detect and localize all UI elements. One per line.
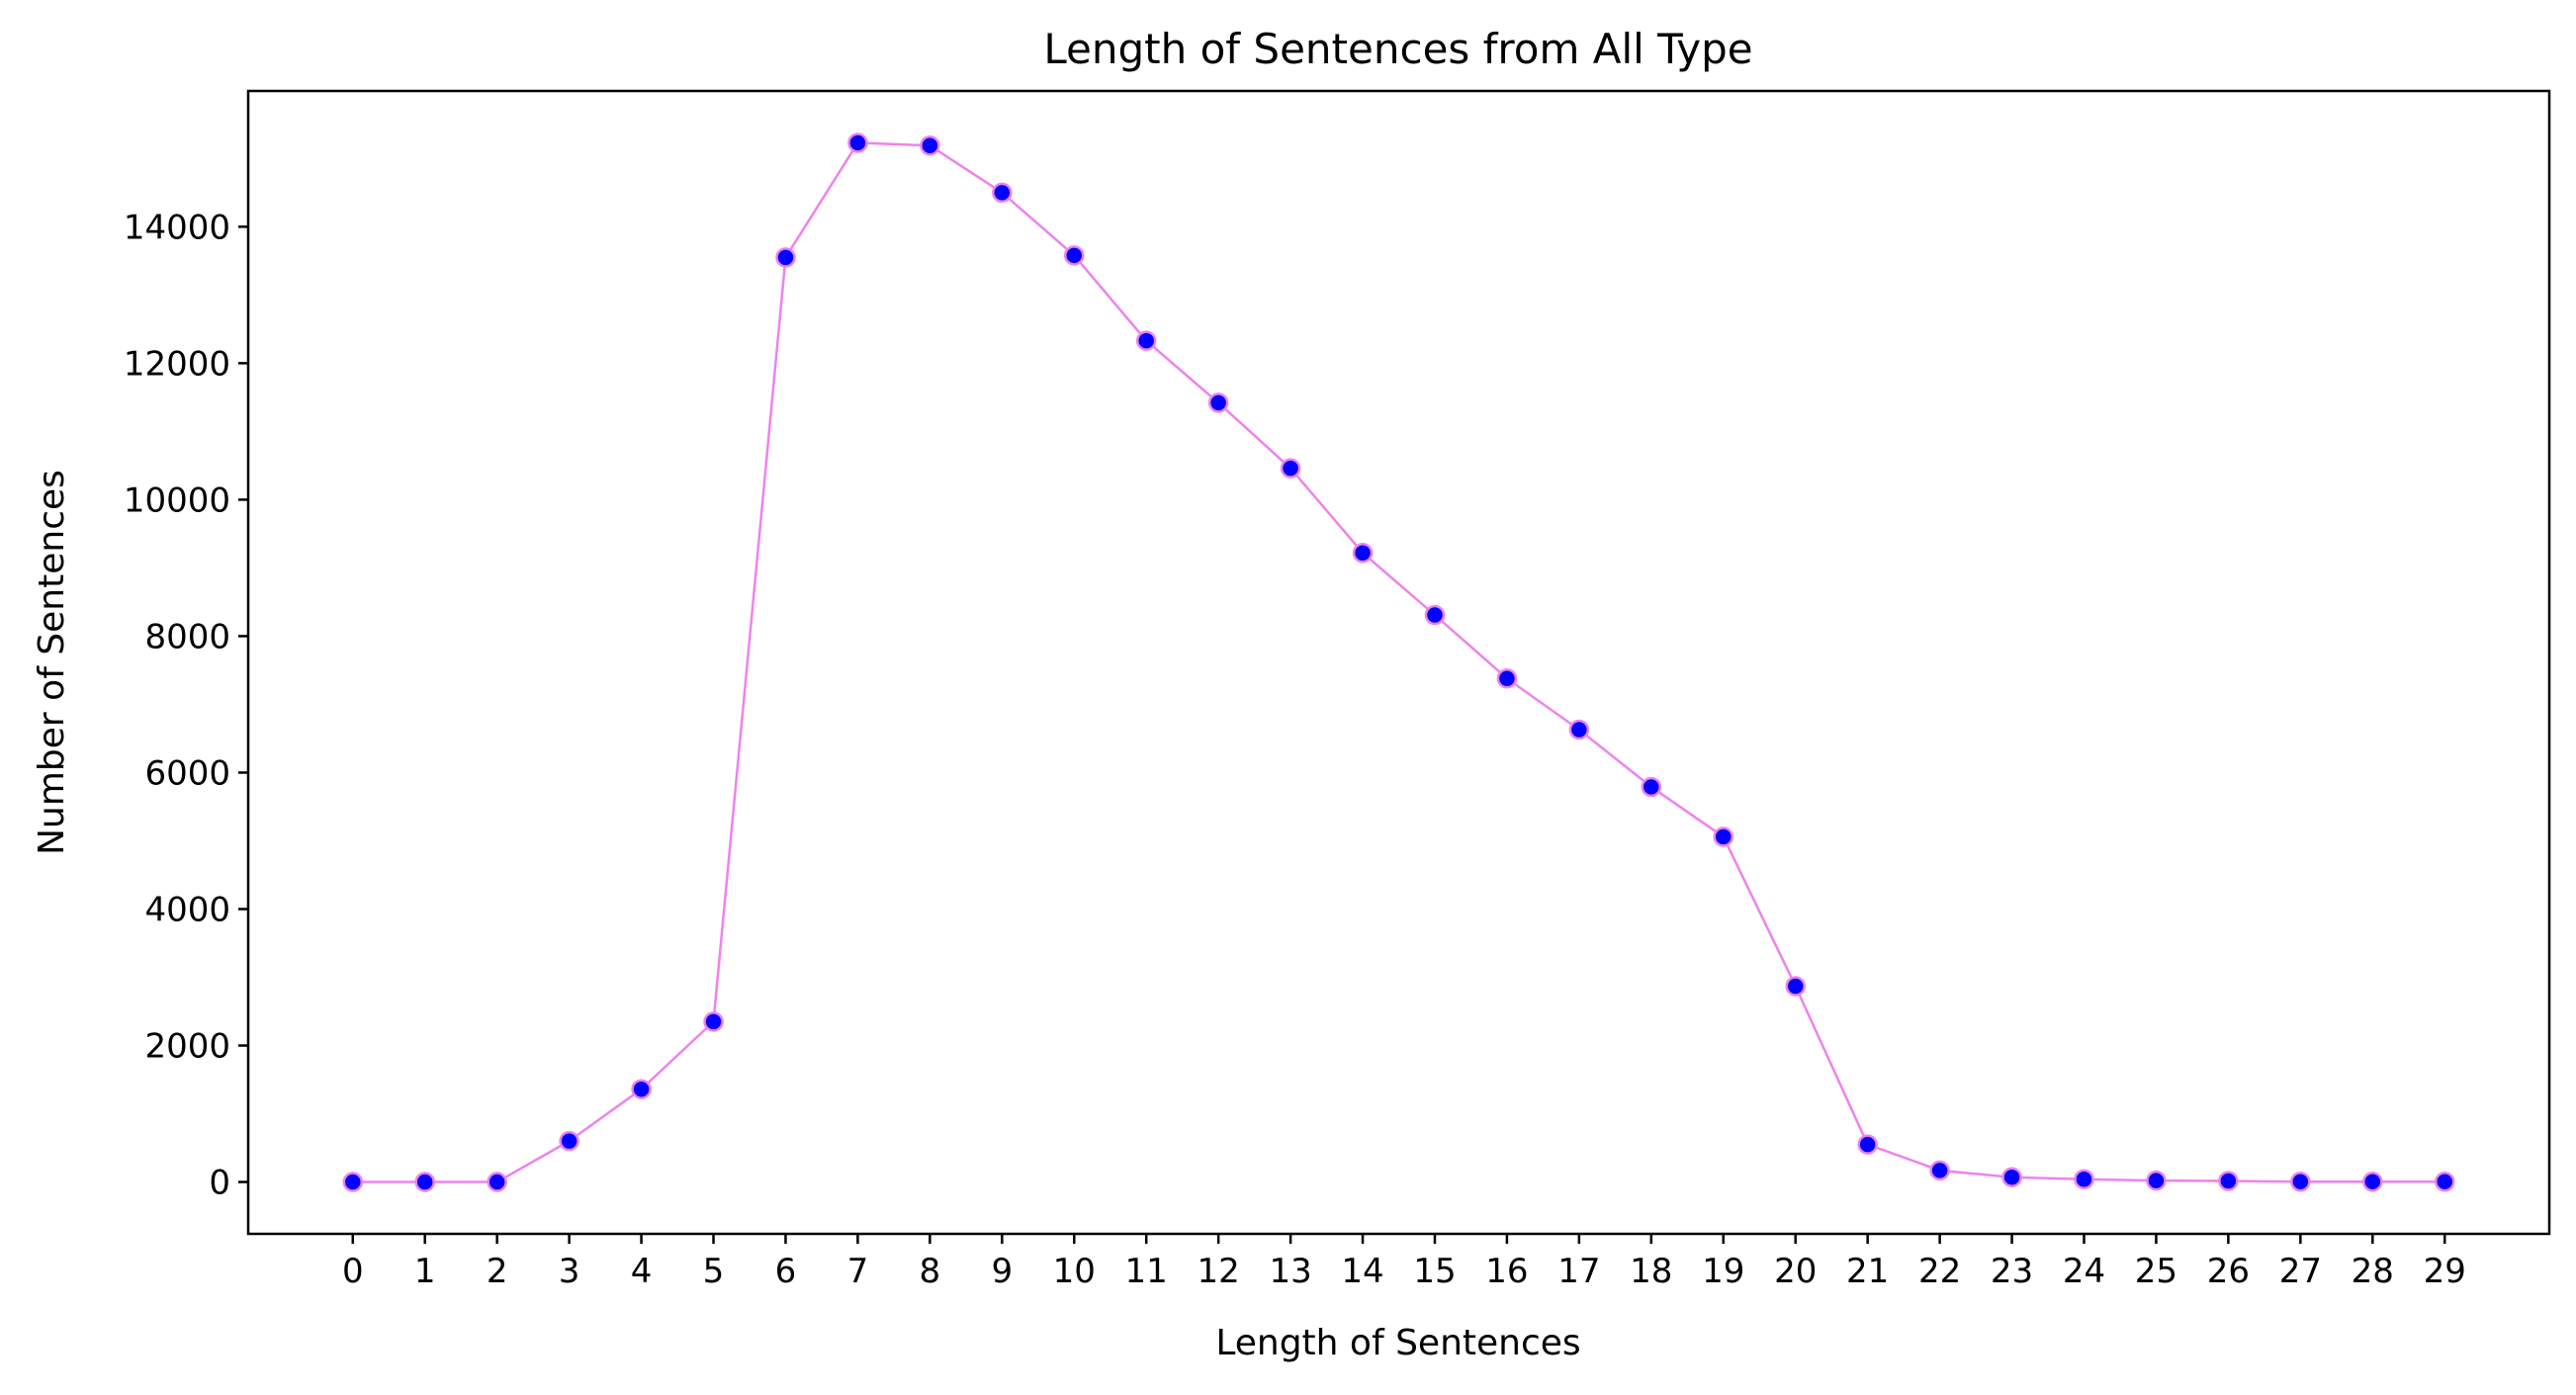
data-point xyxy=(2146,1170,2167,1191)
data-point xyxy=(342,1172,364,1192)
data-point xyxy=(1424,604,1446,626)
data-point xyxy=(1135,330,1157,351)
data-point xyxy=(992,182,1013,204)
plot-area xyxy=(246,89,2551,1236)
x-tick-label: 1 xyxy=(414,1252,436,1291)
x-tick-label: 2 xyxy=(487,1252,508,1291)
data-point xyxy=(1713,827,1734,847)
x-tick-label: 12 xyxy=(1198,1252,1240,1291)
data-point xyxy=(559,1130,579,1152)
y-tick-label: 14000 xyxy=(124,208,230,247)
data-point xyxy=(487,1172,507,1192)
data-point xyxy=(2434,1171,2455,1192)
x-tick-label: 26 xyxy=(2207,1252,2250,1291)
x-tick-label: 8 xyxy=(920,1252,941,1291)
x-tick-label: 21 xyxy=(1846,1252,1889,1291)
data-point xyxy=(1785,976,1806,997)
y-tick-label: 10000 xyxy=(124,480,230,520)
y-axis-title: Number of Sentences xyxy=(32,470,72,855)
data-point xyxy=(1496,667,1518,689)
data-point xyxy=(775,247,796,268)
x-tick-label: 22 xyxy=(1918,1252,1961,1291)
data-point xyxy=(2218,1171,2239,1191)
data-point xyxy=(1063,245,1085,266)
y-axis: 0 2000 4000 6000 8000 10000 12000 14000 xyxy=(124,208,248,1203)
x-tick-label: 19 xyxy=(1702,1252,1744,1291)
data-point xyxy=(2074,1169,2094,1190)
data-point xyxy=(2362,1171,2383,1192)
data-point xyxy=(703,1011,724,1032)
x-axis-title: Length of Sentences xyxy=(1215,1323,1580,1363)
x-tick-label: 3 xyxy=(559,1252,580,1291)
axes-frame xyxy=(246,89,2551,1236)
x-axis: 0 1 2 3 4 5 6 7 8 9 10 11 12 13 14 15 16 17 18 19 20 21 22 23 24… xyxy=(342,1234,2466,1291)
series-line xyxy=(352,141,2445,1183)
x-tick-label: 5 xyxy=(703,1252,725,1291)
y-tick-label: 4000 xyxy=(144,890,230,929)
x-tick-label: 16 xyxy=(1485,1252,1528,1291)
data-point xyxy=(414,1172,435,1192)
series-points xyxy=(342,132,2455,1192)
x-tick-label: 14 xyxy=(1341,1252,1383,1291)
data-point xyxy=(1207,392,1229,413)
data-point xyxy=(1857,1134,1878,1155)
x-tick-label: 10 xyxy=(1053,1252,1096,1291)
data-point xyxy=(847,132,868,153)
x-tick-label: 6 xyxy=(775,1252,797,1291)
chart-title: Length of Sentences from All Type xyxy=(1043,25,1752,73)
y-tick-label: 0 xyxy=(209,1164,230,1203)
x-tick-label: 9 xyxy=(991,1252,1013,1291)
x-tick-label: 7 xyxy=(847,1252,869,1291)
y-tick-label: 12000 xyxy=(124,344,230,384)
x-tick-label: 0 xyxy=(342,1252,364,1291)
data-point xyxy=(1352,542,1374,564)
x-tick-label: 13 xyxy=(1269,1252,1311,1291)
x-tick-label: 11 xyxy=(1125,1252,1168,1291)
x-tick-label: 24 xyxy=(2063,1252,2105,1291)
data-point xyxy=(2290,1171,2311,1192)
data-point xyxy=(631,1079,652,1099)
series-lines xyxy=(352,141,2445,1183)
data-point xyxy=(1568,719,1590,741)
data-point xyxy=(920,134,940,156)
x-tick-label: 18 xyxy=(1630,1252,1672,1291)
x-tick-label: 23 xyxy=(1991,1252,2033,1291)
data-point xyxy=(1280,458,1301,479)
y-tick-label: 6000 xyxy=(144,753,230,793)
x-tick-label: 15 xyxy=(1413,1252,1456,1291)
x-tick-label: 17 xyxy=(1557,1252,1600,1291)
x-tick-label: 27 xyxy=(2279,1252,2322,1291)
x-tick-label: 28 xyxy=(2352,1252,2394,1291)
y-tick-label: 8000 xyxy=(144,617,230,656)
data-point xyxy=(1929,1160,1950,1181)
data-point xyxy=(1641,776,1662,798)
y-tick-label: 2000 xyxy=(144,1027,230,1067)
x-tick-label: 20 xyxy=(1774,1252,1817,1291)
x-tick-label: 29 xyxy=(2424,1252,2466,1291)
x-tick-label: 25 xyxy=(2135,1252,2177,1291)
data-point xyxy=(2001,1167,2022,1187)
x-tick-label: 4 xyxy=(631,1252,653,1291)
